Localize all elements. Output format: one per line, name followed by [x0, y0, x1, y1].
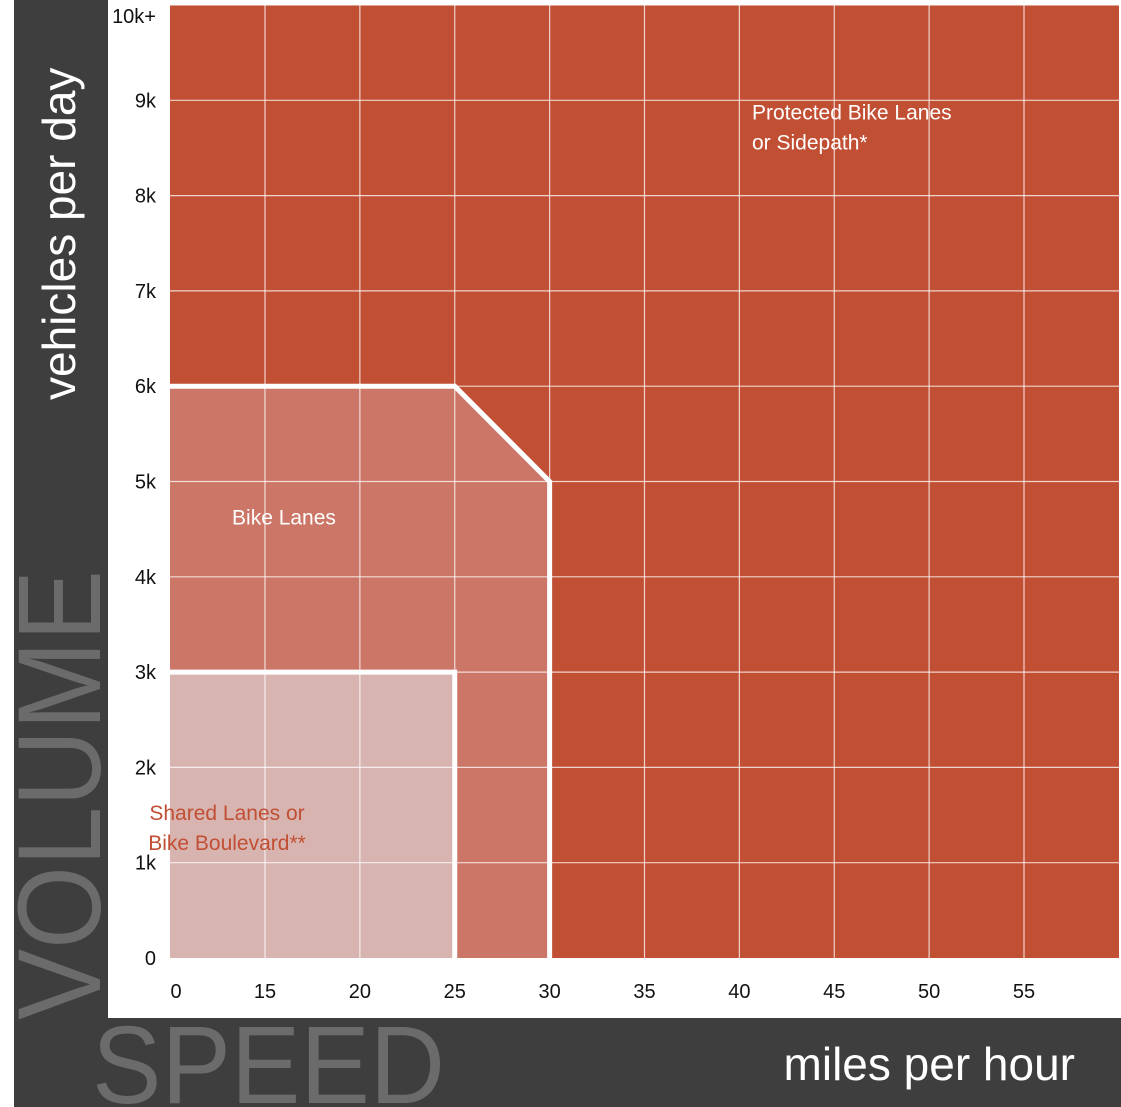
- y-tick-label: 6k: [135, 376, 157, 398]
- x-axis-title: miles per hour: [784, 1038, 1075, 1090]
- x-tick-label: 35: [633, 981, 655, 1003]
- x-banner: SPEED: [92, 1004, 445, 1107]
- y-tick-label: 8k: [135, 186, 157, 208]
- zone-label-0: Protected Bike Lanes or Sidepath*: [752, 101, 952, 154]
- zone-labels-layer: Protected Bike Lanes or Sidepath* Bike Lan…: [148, 101, 951, 854]
- zone-area-2: [170, 672, 455, 958]
- zone-border-2: [170, 669, 458, 958]
- x-tick-label: 45: [823, 981, 845, 1003]
- bottom-band: [14, 1018, 1121, 1107]
- x-tick-label: 20: [349, 981, 371, 1003]
- y-tick-label: 1k: [135, 853, 157, 875]
- y-tick-label: 4k: [135, 567, 157, 589]
- y-axis-title: vehicles per day: [33, 68, 85, 400]
- x-tick-label: 15: [254, 981, 276, 1003]
- y-tick-label: 10k+: [112, 6, 156, 28]
- tick-labels-layer: 0 15 20 25 30 35 40 45 50 55 0 1k 2k 3k 4k 5k 6k 7k 8k 9k 10…: [112, 6, 1035, 1003]
- left-band: [14, 0, 108, 1020]
- x-tick-label: 0: [170, 981, 181, 1003]
- zone-label-2: Shared Lanes or Bike Boulevard**: [148, 802, 306, 855]
- zone-borders-layer: [170, 383, 553, 958]
- y-tick-label: 0: [145, 948, 156, 970]
- x-tick-label: 55: [1013, 981, 1035, 1003]
- x-tick-label: 40: [728, 981, 750, 1003]
- x-tick-label: 50: [918, 981, 940, 1003]
- y-tick-label: 9k: [135, 90, 157, 112]
- y-banner: VOLUME: [0, 570, 126, 1020]
- y-tick-label: 7k: [135, 281, 157, 303]
- y-tick-label: 2k: [135, 757, 157, 779]
- x-tick-label: 30: [539, 981, 561, 1003]
- y-tick-label: 5k: [135, 472, 157, 494]
- x-tick-label: 25: [444, 981, 466, 1003]
- y-tick-label: 3k: [135, 662, 157, 684]
- zone-border-1: [170, 383, 553, 958]
- zone-label-1: Bike Lanes: [232, 506, 336, 529]
